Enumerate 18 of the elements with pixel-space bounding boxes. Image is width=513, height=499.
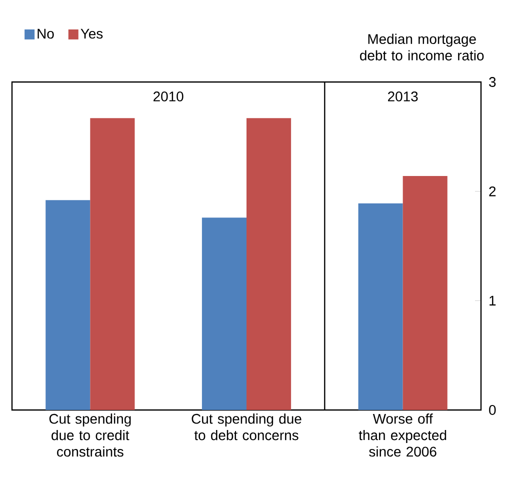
annotation: 2010 <box>154 92 184 102</box>
annotation: 2013 <box>388 92 418 102</box>
bar <box>90 118 135 410</box>
y-tick-label: 3 <box>489 77 496 87</box>
bar <box>46 200 90 410</box>
y-tick-label: 2 <box>489 186 496 196</box>
legend-label: Yes <box>80 28 103 39</box>
y-tick-label: 1 <box>490 296 496 306</box>
legend-label: No <box>38 28 54 39</box>
bar <box>402 176 448 410</box>
y-axis-title: Median mortgage debt to income ratio <box>360 34 484 60</box>
x-tick-label: Cut spending due to debt concerns <box>192 414 302 440</box>
x-tick-label: Worse off than expected since 2006 <box>358 414 446 457</box>
x-tick-label: Cut spending due to credit constraints <box>49 414 131 457</box>
y-tick-label: 0 <box>489 405 496 415</box>
bar <box>202 218 246 410</box>
bar <box>358 203 403 410</box>
bar <box>246 118 292 410</box>
